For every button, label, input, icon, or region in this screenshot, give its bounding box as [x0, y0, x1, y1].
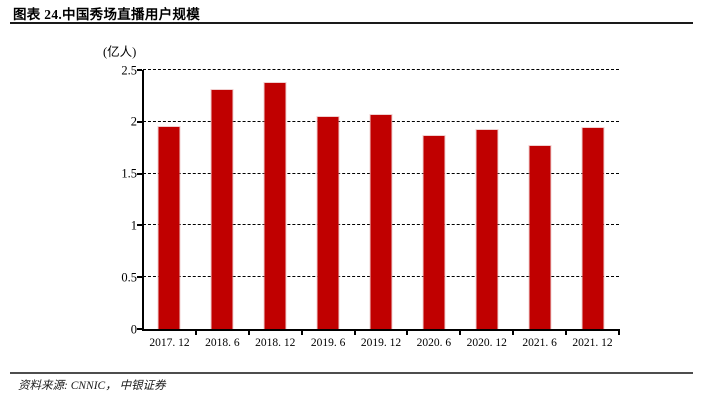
bar — [264, 83, 286, 329]
x-tick-label: 2018. 6 — [205, 337, 240, 349]
x-tick-mark — [194, 331, 197, 335]
title-divider — [10, 22, 693, 24]
x-tick-mark — [512, 331, 515, 335]
bar — [423, 136, 445, 329]
y-tick-label: 1.5 — [121, 166, 137, 181]
x-tick-mark — [406, 331, 409, 335]
x-tick-label: 2018. 12 — [255, 337, 296, 349]
y-tick-label: 0 — [130, 321, 137, 336]
y-tick-mark — [137, 328, 142, 330]
y-tick-mark — [137, 172, 142, 175]
x-tick-mark — [459, 331, 462, 335]
y-tick-label: 1 — [130, 218, 137, 233]
y-tick-mark — [137, 276, 142, 279]
bar — [476, 130, 498, 329]
y-tick-mark — [137, 120, 142, 123]
x-tick-label: 2021. 12 — [572, 337, 613, 349]
y-tick-mark — [137, 224, 142, 227]
y-axis-unit-label: (亿人) — [103, 45, 137, 59]
source-note: 资料来源: CNNIC， 中银证券 — [18, 380, 166, 392]
x-tick-mark — [618, 331, 620, 335]
y-tick-label: 2.5 — [121, 62, 137, 77]
x-tick-mark — [300, 331, 303, 335]
bar — [529, 145, 551, 329]
x-tick-label: 2021. 6 — [522, 337, 557, 349]
bar — [158, 126, 180, 329]
bar — [582, 128, 604, 329]
bar — [211, 89, 233, 329]
x-axis-ticks — [143, 331, 620, 336]
figure-title: 图表 24.中国秀场直播用户规模 — [13, 7, 201, 22]
gridline — [143, 69, 619, 70]
y-tick-label: 0.5 — [121, 269, 137, 284]
plot-area — [143, 69, 619, 329]
footer-divider — [10, 372, 693, 374]
x-tick-mark — [353, 331, 356, 335]
x-tick-label: 2020. 12 — [466, 337, 507, 349]
x-tick-label: 2020. 6 — [416, 337, 452, 349]
x-tick-label: 2017. 12 — [149, 337, 190, 349]
x-tick-mark — [565, 331, 568, 335]
y-axis-ticks — [137, 69, 142, 330]
x-axis-labels: 2017. 12 2018. 6 2018. 12 2019. 6 2019. 12 20… — [143, 336, 619, 352]
x-tick-mark — [247, 331, 250, 335]
y-axis-line — [142, 70, 144, 331]
bar — [317, 116, 339, 329]
x-tick-label: 2019. 6 — [310, 337, 346, 349]
y-axis-labels: 0 0.5 1 1.5 2 2.5 — [95, 64, 137, 335]
x-axis-line — [142, 329, 620, 331]
bar — [370, 114, 392, 329]
y-tick-mark — [137, 69, 142, 71]
x-tick-label: 2019. 12 — [360, 337, 402, 349]
y-tick-label: 2 — [130, 114, 137, 129]
